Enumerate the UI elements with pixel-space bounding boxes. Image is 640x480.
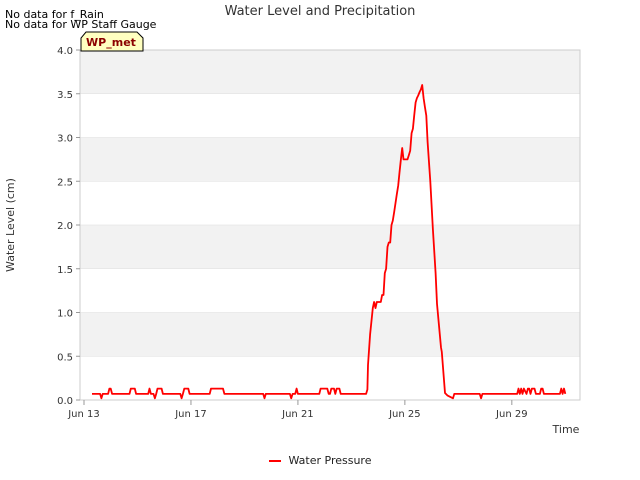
no-data-note-rain: No data for f_Rain xyxy=(5,8,104,21)
y-axis: 0.0 0.5 1.0 1.5 2.0 2.5 3.0 3.5 4.0 xyxy=(57,46,80,407)
plot-bands xyxy=(80,49,580,401)
y-tick-label: 3.5 xyxy=(57,90,73,101)
plot-band xyxy=(80,268,580,313)
x-tick-label: Jun 13 xyxy=(67,409,100,420)
plot-band xyxy=(80,50,580,94)
x-axis-label: Time xyxy=(552,423,580,436)
no-data-note-staff-gauge: No data for WP Staff Gauge xyxy=(5,18,157,31)
x-tick-label: Jun 21 xyxy=(281,409,314,420)
legend-label-water-pressure: Water Pressure xyxy=(288,454,372,467)
station-badge: WP_met xyxy=(80,31,144,52)
plot-band xyxy=(80,181,580,225)
plot-band xyxy=(80,93,580,138)
y-tick-label: 1.5 xyxy=(57,265,73,276)
y-tick-label: 0.0 xyxy=(57,396,73,407)
x-tick-label: Jun 17 xyxy=(174,409,207,420)
legend-swatch-water-pressure xyxy=(268,459,281,462)
y-axis-label: Water Level (cm) xyxy=(4,178,17,272)
y-tick-label: 1.0 xyxy=(57,309,73,320)
y-tick-label: 2.0 xyxy=(57,221,73,232)
y-tick-label: 0.5 xyxy=(57,352,73,363)
y-tick-label: 4.0 xyxy=(57,46,73,57)
station-badge-label: WP_met xyxy=(86,36,136,49)
x-axis: Jun 13 Jun 17 Jun 21 Jun 25 Jun 29 xyxy=(67,400,528,420)
chart-title: Water Level and Precipitation xyxy=(225,4,416,19)
y-tick-label: 3.0 xyxy=(57,134,73,145)
x-tick-label: Jun 25 xyxy=(388,409,421,420)
plot-band xyxy=(80,137,580,182)
plot-band xyxy=(80,225,580,269)
plot-band xyxy=(80,312,580,357)
x-tick-label: Jun 29 xyxy=(495,409,528,420)
series-line-water-pressure xyxy=(92,84,567,400)
legend: Water Pressure xyxy=(0,454,640,467)
y-tick-label: 2.5 xyxy=(57,177,73,188)
